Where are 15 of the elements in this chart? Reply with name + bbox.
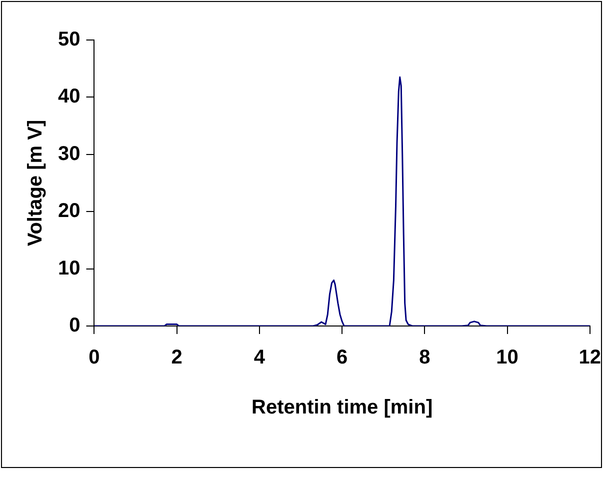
y-axis-title: Voltage [m V] [24, 120, 47, 246]
y-tick-label: 50 [58, 28, 80, 51]
x-tick-label: 2 [171, 346, 182, 369]
x-axis-title: Retentin time [min] [252, 396, 433, 419]
x-tick-label: 10 [496, 346, 518, 369]
y-tick-label: 30 [58, 142, 80, 165]
y-tick-label: 10 [58, 257, 80, 280]
y-tick-label: 20 [58, 200, 80, 222]
x-tick-label: 0 [88, 346, 100, 369]
x-tick-label: 8 [419, 346, 430, 369]
y-tick-label: 0 [69, 314, 80, 337]
x-tick-label: 12 [578, 346, 601, 369]
y-tick-label: 40 [58, 86, 80, 108]
x-tick-label: 4 [254, 346, 266, 369]
x-tick-label: 6 [336, 346, 348, 369]
